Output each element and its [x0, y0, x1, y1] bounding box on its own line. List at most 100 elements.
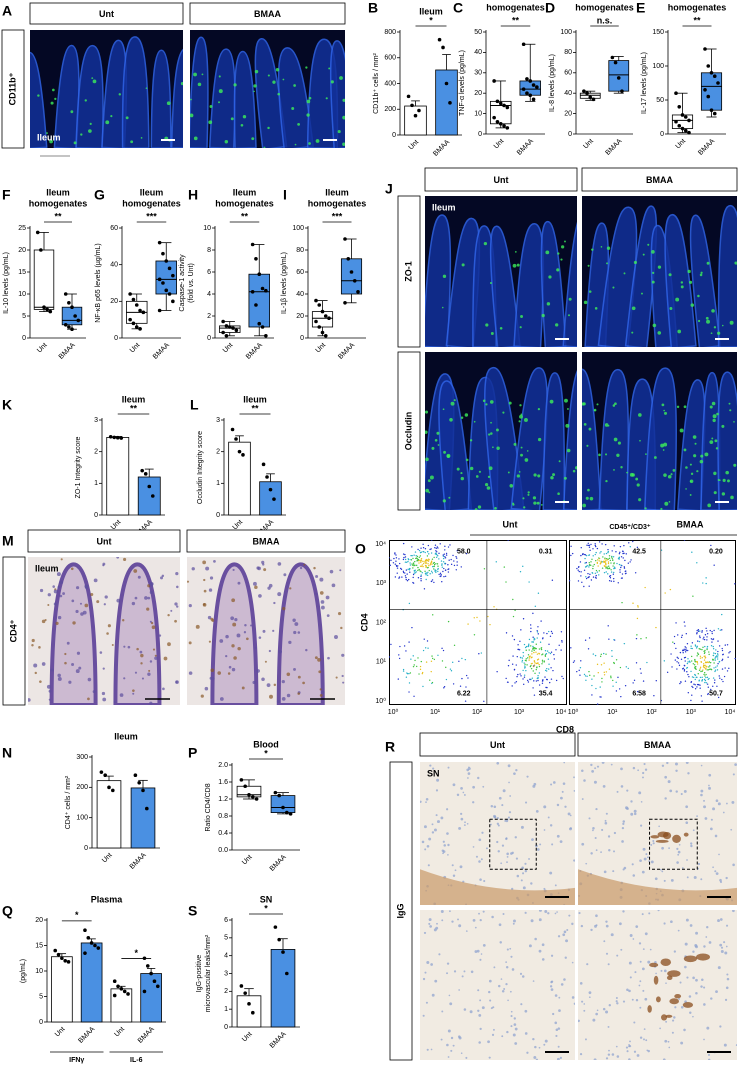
event-dot: [640, 638, 642, 640]
nucleus: [458, 1036, 462, 1040]
significance-label: n.s.: [597, 15, 613, 25]
nucleus: [632, 874, 636, 877]
nucleus: [446, 972, 449, 975]
event-dot: [692, 676, 695, 679]
y-tick-label: 0: [224, 1024, 228, 1031]
panel-letter: I: [283, 187, 287, 203]
nucleus: [431, 993, 435, 997]
fluor-signal: [520, 453, 523, 457]
event-dot: [479, 620, 481, 622]
nucleus: [513, 919, 516, 923]
y-tick-label: 5: [224, 935, 228, 942]
event-dot: [601, 681, 603, 683]
nucleus: [423, 825, 427, 829]
micrograph: [578, 762, 737, 905]
nucleus: [659, 1027, 661, 1030]
nucleus: [685, 918, 689, 922]
event-dot: [570, 647, 572, 649]
event-dot: [677, 657, 679, 660]
event-dot: [546, 650, 549, 652]
event-dot: [604, 557, 606, 559]
event-dot: [537, 675, 539, 677]
event-dot: [433, 563, 436, 566]
event-dot: [676, 656, 678, 659]
event-dot: [619, 551, 621, 554]
nucleus: [513, 772, 516, 776]
y-tick-label: 0: [216, 512, 220, 519]
event-dot: [412, 655, 414, 657]
event-dot: [418, 568, 420, 571]
event-dot: [632, 602, 634, 604]
nucleus: [648, 860, 651, 862]
event-dot: [535, 643, 537, 645]
event-dot: [441, 564, 443, 566]
event-dot: [619, 571, 621, 573]
x-tick-label: Unt: [408, 139, 421, 152]
nucleus: [424, 971, 427, 974]
event-dot: [677, 634, 679, 636]
event-dot: [610, 580, 613, 582]
nucleus: [507, 999, 509, 1002]
x-tick-label: BMAA: [77, 1026, 96, 1045]
event-dot: [687, 661, 689, 663]
stained-cell: [167, 642, 171, 647]
fluor-signal: [46, 132, 48, 134]
stained-cell: [96, 600, 100, 604]
event-dot: [734, 583, 736, 585]
data-point: [145, 806, 149, 811]
event-dot: [619, 666, 622, 669]
fluor-signal: [687, 269, 691, 274]
nucleus: [454, 869, 457, 872]
nucleus: [550, 988, 554, 991]
event-dot: [427, 560, 430, 562]
data-point: [505, 126, 510, 130]
villus: [717, 371, 737, 510]
event-dot: [604, 561, 606, 563]
nucleus: [481, 1006, 485, 1010]
event-dot: [694, 667, 696, 669]
event-dot: [397, 678, 400, 680]
event-dot: [412, 665, 415, 668]
nucleus: [703, 1038, 705, 1041]
event-dot: [439, 575, 441, 578]
event-dot: [438, 573, 440, 576]
event-dot: [687, 658, 689, 660]
stained-cell: [174, 619, 177, 623]
nucleus: [607, 1025, 610, 1028]
box: [236, 785, 262, 798]
event-dot: [605, 562, 607, 565]
stained-cell: [38, 646, 41, 649]
event-dot: [690, 699, 692, 702]
nucleus: [588, 991, 592, 995]
event-dot: [410, 554, 412, 557]
nucleus: [592, 826, 595, 830]
nucleus: [447, 1056, 450, 1058]
event-dot: [705, 582, 707, 585]
fluor-signal: [486, 486, 491, 490]
event-dot: [700, 670, 702, 673]
villus: [562, 363, 577, 510]
event-dot: [570, 554, 572, 557]
event-dot: [703, 664, 705, 667]
event-dot: [620, 566, 622, 569]
event-dot: [601, 567, 604, 569]
fluor-signal: [533, 473, 537, 477]
stained-cell: [278, 650, 282, 654]
event-dot: [698, 669, 701, 671]
data-point: [89, 941, 94, 945]
stained-cell: [297, 631, 301, 634]
nucleus: [538, 1046, 541, 1049]
nucleus: [569, 827, 572, 830]
fluor-signal: [614, 402, 617, 406]
nucleus: [629, 934, 633, 937]
event-dot: [545, 678, 548, 681]
nucleus: [536, 848, 540, 851]
event-dot: [411, 626, 413, 629]
fluor-signal: [428, 491, 431, 494]
nucleus: [543, 887, 546, 890]
event-dot: [616, 562, 618, 565]
stained-cell: [315, 574, 319, 578]
data-point: [613, 60, 618, 65]
fluor-signal: [612, 286, 615, 289]
nucleus: [544, 1039, 548, 1043]
